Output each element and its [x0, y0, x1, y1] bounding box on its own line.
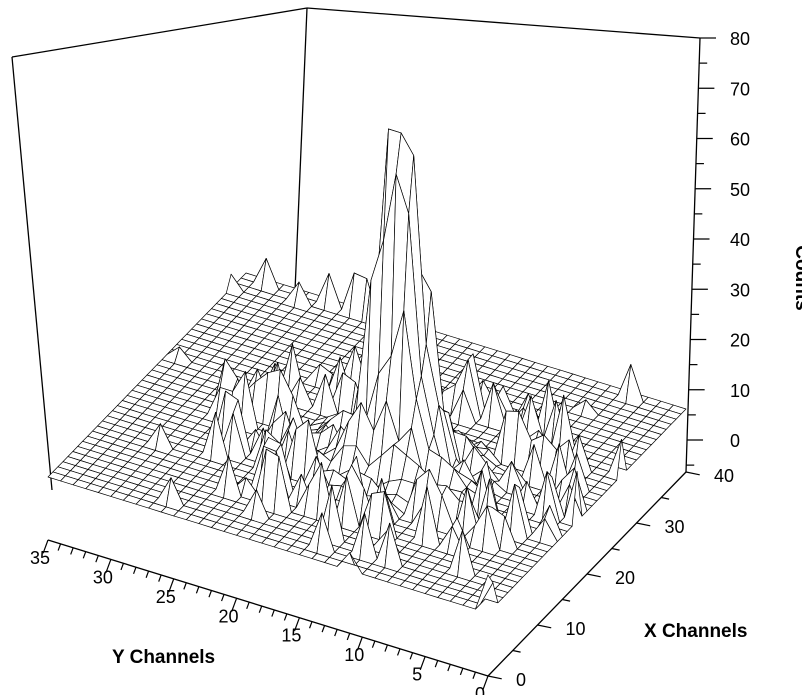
x-tick: [487, 675, 502, 680]
y-tick: [419, 656, 426, 671]
y-tick: [42, 539, 49, 554]
z-tick-label: 50: [730, 180, 750, 200]
y-tick-label: 5: [412, 665, 422, 685]
y-tick: [158, 574, 162, 582]
y-tick: [145, 570, 150, 578]
z-axis-title: Counts: [791, 245, 802, 310]
x-tick-label: 30: [665, 517, 685, 537]
x-axis-title: X Channels: [644, 621, 747, 642]
y-tick-label: 15: [281, 626, 301, 646]
y-tick: [346, 633, 351, 641]
y-tick: [472, 671, 476, 679]
x-tick: [611, 547, 620, 551]
y-tick: [321, 625, 326, 633]
surface-cell: [475, 574, 494, 610]
y-tick: [447, 664, 451, 672]
y-tick: [70, 547, 74, 555]
y-tick: [132, 566, 137, 575]
y-axis-line: [47, 539, 489, 677]
y-tick: [308, 621, 313, 629]
y-tick: [356, 636, 363, 651]
y-tick-label: 30: [93, 567, 113, 587]
x-tick-label: 10: [566, 619, 586, 639]
x-tick: [512, 649, 521, 653]
y-tick-label: 20: [219, 606, 239, 626]
y-tick: [258, 605, 263, 613]
z-tick-label: 80: [730, 29, 750, 49]
y-axis-title: Y Channels: [112, 647, 215, 668]
y-tick: [195, 586, 200, 594]
y-tick: [168, 578, 175, 593]
x-tick: [685, 471, 700, 476]
y-tick: [105, 559, 112, 573]
y-tick: [57, 543, 62, 551]
y-tick: [396, 648, 401, 656]
y-tick: [283, 613, 288, 621]
left-back-wall-left: [11, 56, 53, 491]
y-tick: [459, 668, 464, 676]
y-tick: [384, 644, 388, 652]
y-tick: [371, 640, 376, 648]
z-tick-label: 30: [730, 280, 750, 300]
y-tick-label: 35: [30, 548, 50, 568]
y-tick: [434, 660, 439, 668]
x-tick: [661, 496, 670, 500]
x-tick-label: 20: [615, 568, 635, 588]
z-tick-label: 60: [730, 130, 750, 150]
y-tick: [220, 594, 225, 602]
y-tick: [183, 582, 187, 590]
x-tick: [537, 624, 552, 629]
x-tick: [586, 573, 601, 578]
tick-marks: [42, 37, 716, 690]
y-tick: [271, 609, 275, 617]
y-tick: [120, 563, 124, 571]
surface-mesh: [47, 128, 687, 610]
x-tick: [562, 598, 571, 602]
x-tick-label: 0: [516, 670, 526, 690]
back-walls: [11, 7, 701, 491]
z-tick-label: 70: [730, 79, 750, 99]
right-back-wall-top: [306, 7, 701, 39]
x-tick-label: 40: [714, 466, 734, 486]
z-tick-label: 0: [730, 431, 740, 451]
y-tick: [334, 629, 338, 637]
y-tick-label: 25: [156, 587, 176, 607]
y-tick: [409, 652, 414, 660]
y-tick-label: 0: [475, 684, 485, 695]
y-tick: [208, 590, 212, 598]
y-tick: [95, 555, 99, 563]
z-tick-label: 20: [730, 331, 750, 351]
y-tick: [293, 617, 300, 632]
tick-labels: 80 70 60 50 40 30 20 10 0 0 10 20 30 40 0 5 10 15 20 25 30 35: [30, 29, 750, 695]
y-tick-label: 10: [344, 645, 364, 665]
y-tick: [82, 551, 87, 559]
y-tick: [246, 601, 250, 610]
y-tick: [231, 598, 238, 612]
x-tick: [636, 522, 651, 527]
z-tick-label: 40: [730, 230, 750, 250]
y-tick: [482, 675, 489, 690]
left-back-wall-top: [11, 7, 308, 58]
right-back-wall-right: [685, 37, 701, 473]
z-tick-label: 10: [730, 381, 750, 401]
